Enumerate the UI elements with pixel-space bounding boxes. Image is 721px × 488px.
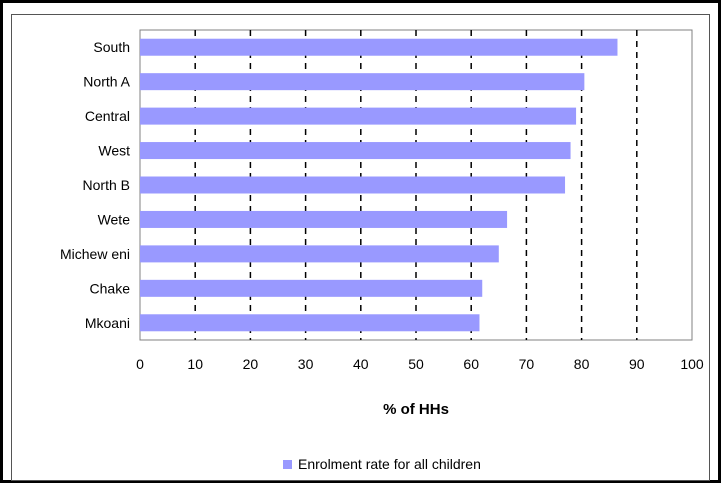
bar-west bbox=[140, 142, 571, 160]
bar-michew-eni bbox=[140, 245, 499, 263]
x-tick-label: 40 bbox=[353, 356, 369, 372]
x-tick-labels: 0 10 20 30 40 50 60 70 80 90 100 bbox=[136, 356, 704, 372]
bar-wete bbox=[140, 210, 508, 228]
bar-south bbox=[140, 38, 618, 56]
y-tick-label: South bbox=[93, 39, 130, 55]
legend-label: Enrolment rate for all children bbox=[298, 456, 481, 472]
x-tick-label: 50 bbox=[408, 356, 424, 372]
bars bbox=[140, 38, 618, 332]
x-tick-label: 0 bbox=[136, 356, 144, 372]
x-tick-label: 100 bbox=[680, 356, 704, 372]
chart-inner-frame bbox=[11, 14, 710, 481]
x-tick-label: 10 bbox=[187, 356, 203, 372]
bar-north-a bbox=[140, 73, 585, 91]
bar-mkoani bbox=[140, 314, 480, 332]
y-tick-label: West bbox=[98, 143, 130, 159]
x-tick-label: 70 bbox=[519, 356, 535, 372]
x-tick-label: 80 bbox=[574, 356, 590, 372]
y-tick-label: North A bbox=[83, 74, 130, 90]
y-tick-label: Chake bbox=[90, 280, 131, 296]
y-tick-label: Central bbox=[85, 108, 130, 124]
x-tick-label: 90 bbox=[629, 356, 645, 372]
x-axis-title: % of HHs bbox=[383, 401, 449, 418]
y-tick-label: North B bbox=[83, 177, 130, 193]
legend-swatch bbox=[283, 460, 292, 469]
y-tick-label: Mkoani bbox=[85, 315, 130, 331]
bar-north-b bbox=[140, 176, 566, 194]
y-tick-labels: South North A Central West North B Wete Michew… bbox=[60, 39, 131, 331]
legend: Enrolment rate for all children bbox=[283, 456, 481, 472]
x-tick-label: 30 bbox=[298, 356, 314, 372]
x-tick-label: 20 bbox=[243, 356, 259, 372]
y-tick-label: Michew eni bbox=[60, 246, 130, 262]
y-tick-label: Wete bbox=[98, 211, 131, 227]
x-tick-label: 60 bbox=[463, 356, 479, 372]
bar-chake bbox=[140, 279, 483, 297]
bar-central bbox=[140, 107, 577, 125]
